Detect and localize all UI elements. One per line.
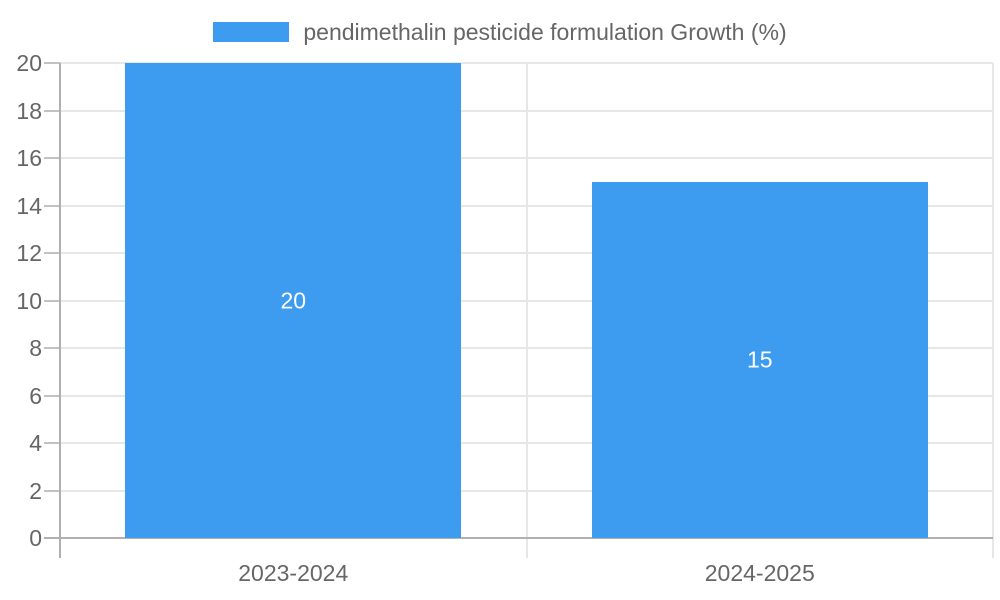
- y-axis-line: [59, 63, 61, 558]
- y-axis-tick-label: 16: [16, 145, 42, 171]
- y-axis-tick-label: 6: [29, 382, 42, 409]
- grid-line-x: [525, 63, 528, 558]
- grid-line-x: [992, 63, 994, 558]
- bar-value-label: 20: [280, 287, 307, 313]
- bar[interactable]: [125, 63, 462, 538]
- y-axis-tick-label: 18: [16, 97, 42, 124]
- y-axis-tick: [44, 347, 60, 349]
- y-axis-tick: [44, 62, 60, 64]
- y-axis-tick: [44, 109, 60, 112]
- y-axis-tick: [44, 394, 60, 397]
- legend-label[interactable]: pendimethalin pesticide formulation Grow…: [303, 19, 787, 45]
- y-axis-tick-label: 20: [16, 50, 42, 76]
- y-axis-tick-label: 14: [16, 192, 42, 219]
- y-axis-tick-label: 0: [29, 525, 42, 551]
- legend-swatch[interactable]: [213, 22, 290, 42]
- y-axis-tick-label: 4: [29, 430, 42, 456]
- chart-legend[interactable]: pendimethalin pesticide formulation Grow…: [0, 19, 1000, 45]
- y-axis-tick-label: 2: [29, 477, 42, 504]
- x-axis-tick-label: 2024-2025: [704, 560, 815, 586]
- y-axis-tick: [44, 204, 60, 207]
- y-axis-tick-label: 10: [16, 287, 42, 314]
- y-axis-tick-label: 8: [29, 335, 42, 361]
- x-axis-baseline: [44, 537, 993, 539]
- y-axis-tick-label: 12: [16, 240, 42, 266]
- bar[interactable]: [591, 181, 928, 538]
- y-axis-tick: [44, 442, 60, 444]
- bar-value-label: 15: [746, 346, 773, 373]
- y-axis-tick: [44, 252, 60, 254]
- y-axis-tick: [44, 299, 60, 302]
- y-axis-tick: [44, 489, 60, 492]
- y-axis-tick: [44, 157, 60, 159]
- x-axis-tick-label: 2023-2024: [238, 560, 349, 586]
